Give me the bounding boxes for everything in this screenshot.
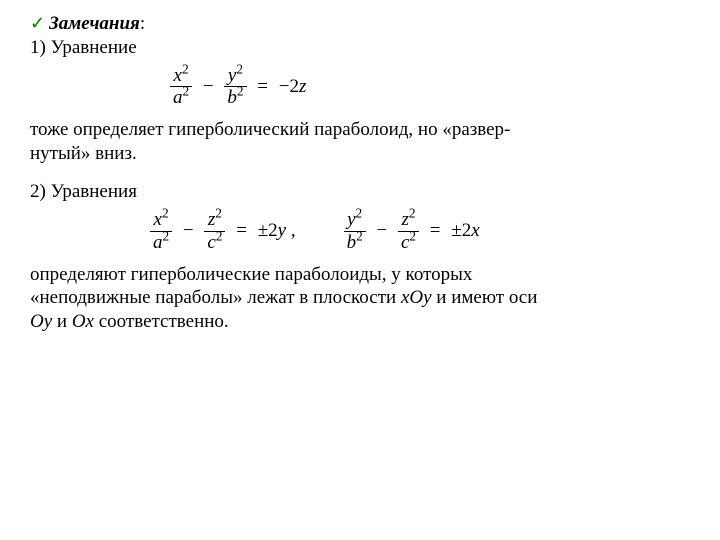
item2-formula-row: x2 a2 − z2 c2 = ±2y , y2 b2 − z2	[150, 210, 690, 253]
equals-op-2b: =	[424, 219, 447, 243]
rhs-1: −2z	[279, 75, 307, 99]
heading-colon: :	[140, 13, 145, 34]
minus-op: −	[197, 75, 220, 99]
item1-body: тоже определяет гиперболический параболо…	[30, 118, 690, 166]
slide-page: ✓Замечания: 1) Уравнение x2 a2 − y2 b2 =…	[0, 0, 720, 368]
item1-formula: x2 a2 − y2 b2 = −2z	[170, 66, 690, 109]
item2-body-line2: «неподвижные параболы» лежат в плоскости…	[30, 287, 537, 308]
frac-x2-a2: x2 a2	[170, 66, 192, 109]
item2-label: 2) Уравнения	[30, 180, 690, 204]
frac-z2-c2-b: z2 c2	[398, 210, 419, 253]
frac-y2-b2-b: y2 b2	[344, 210, 366, 253]
minus-op-2a: −	[177, 219, 200, 243]
item2-body-line3: Oy и Ox соответственно.	[30, 311, 229, 332]
heading-line: ✓Замечания:	[30, 12, 690, 36]
minus-op-2b: −	[370, 219, 393, 243]
formula-2a: x2 a2 − z2 c2 = ±2y ,	[150, 210, 296, 253]
formula-2b: y2 b2 − z2 c2 = ±2x	[344, 210, 480, 253]
frac-x2-a2-b: x2 a2	[150, 210, 172, 253]
item2-body: определяют гиперболические параболоиды, …	[30, 263, 690, 334]
equals-op-2a: =	[230, 219, 253, 243]
item2-body-line1: определяют гиперболические параболоиды, …	[30, 264, 472, 285]
rhs-2a: ±2y ,	[258, 219, 296, 243]
heading-title: Замечания	[49, 13, 140, 34]
rhs-2b: ±2x	[451, 219, 479, 243]
item1-label: 1) Уравнение	[30, 36, 690, 60]
item1-body-line1: тоже определяет гиперболический параболо…	[30, 119, 510, 140]
frac-y2-b2: y2 b2	[224, 66, 246, 109]
formula-pair: x2 a2 − z2 c2 = ±2y , y2 b2 − z2	[150, 210, 690, 253]
item1-body-line2: нутый» вниз.	[30, 143, 137, 164]
frac-z2-c2-a: z2 c2	[204, 210, 225, 253]
check-icon: ✓	[30, 13, 45, 33]
equals-op: =	[251, 75, 274, 99]
formula-1: x2 a2 − y2 b2 = −2z	[170, 66, 306, 109]
